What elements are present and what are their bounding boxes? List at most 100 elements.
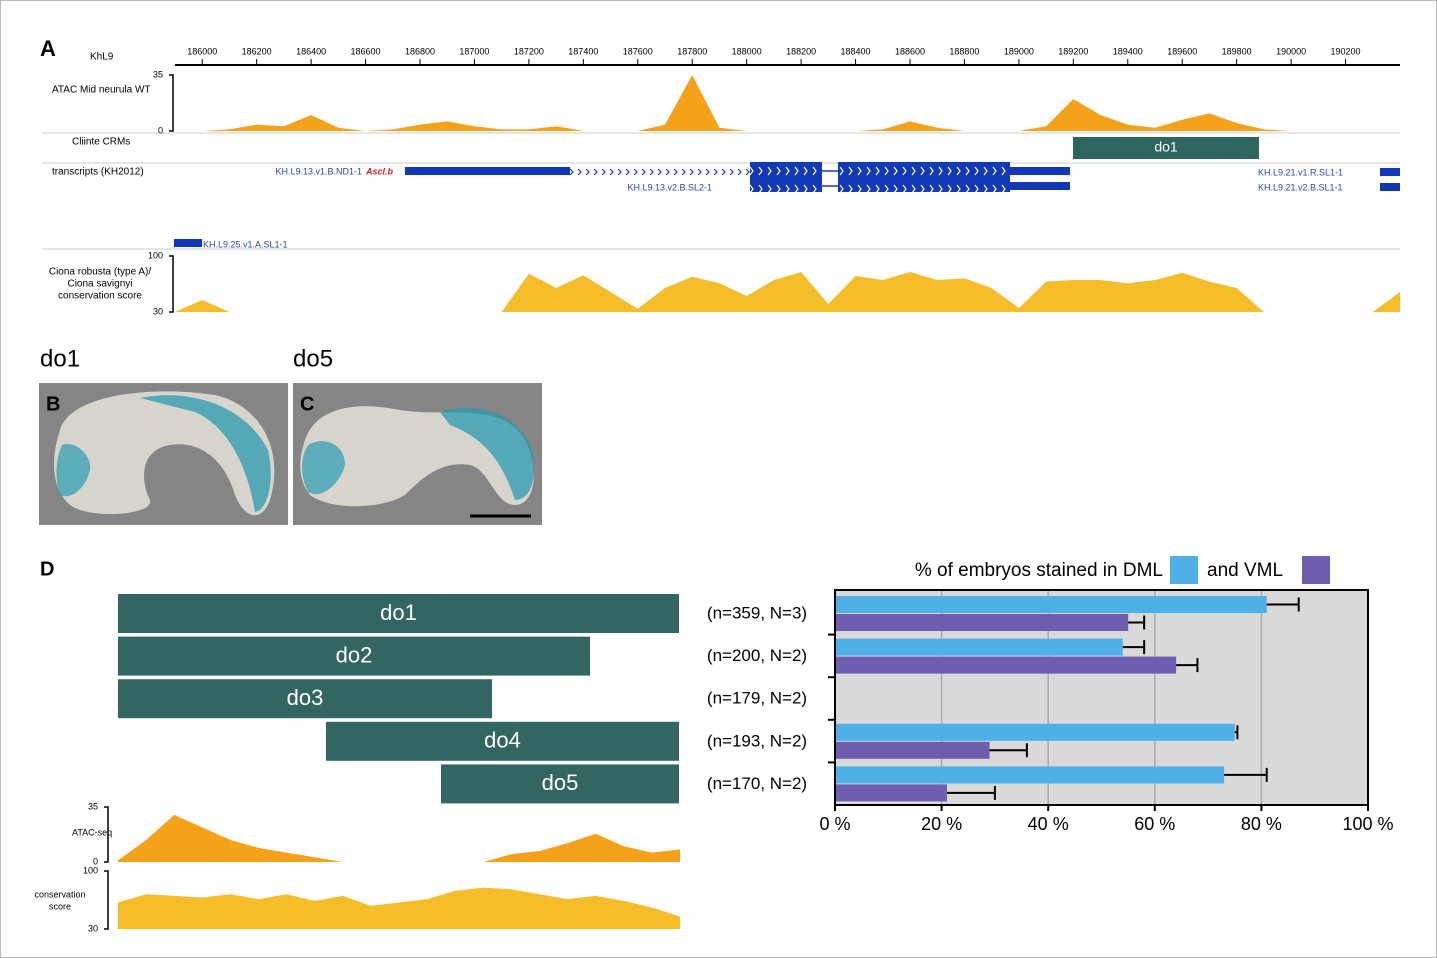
x-tick-label: 40 %: [1028, 814, 1069, 834]
signal-track: [175, 272, 1400, 312]
x-tick-label: 189400: [1113, 46, 1143, 56]
x-tick-label: 189600: [1167, 46, 1197, 56]
exon: [174, 239, 202, 247]
transcript-label: KH.L9.13.v2.B.SL2-1: [627, 182, 712, 192]
x-tick-label: 190000: [1276, 46, 1306, 56]
x-tick-label: 187400: [568, 46, 598, 56]
track-label: conservation: [34, 889, 85, 899]
x-tick-label: 0 %: [819, 814, 850, 834]
legend-swatch: [1170, 556, 1198, 584]
image-title: do1: [40, 345, 80, 372]
track-label: Ciona savignyi: [67, 279, 132, 290]
x-tick-label: 80 %: [1241, 814, 1282, 834]
crm-label: do1: [1154, 139, 1178, 155]
bar: [835, 766, 1224, 783]
y-tick-label: 30: [153, 306, 163, 316]
x-tick-label: 187800: [677, 46, 707, 56]
track-label: ATAC-seq: [72, 827, 112, 837]
panel-label: A: [40, 36, 56, 61]
construct-label: do3: [287, 685, 324, 710]
x-tick-label: 188600: [895, 46, 925, 56]
sample-size: (n=200, N=2): [707, 646, 807, 665]
bar: [835, 724, 1235, 741]
gene-label: Ascl.b: [365, 166, 394, 176]
chromosome: KhL9: [90, 52, 114, 63]
exon: [838, 162, 1010, 180]
x-tick-label: 100 %: [1342, 814, 1393, 834]
track-label: conservation score: [58, 291, 142, 302]
exon: [1010, 167, 1070, 175]
exon: [750, 162, 822, 180]
x-tick-label: 186800: [405, 46, 435, 56]
axis-bracket: [169, 256, 173, 312]
x-tick-label: 188800: [949, 46, 979, 56]
image-title: do5: [293, 345, 333, 372]
track-label: ATAC Mid neurula WT: [52, 85, 151, 96]
x-tick-label: 187600: [623, 46, 653, 56]
sample-size: (n=193, N=2): [707, 731, 807, 750]
axis-bracket: [104, 871, 108, 929]
signal-track: [175, 75, 1400, 131]
transcript-label: KH.L9.13.v1.B.ND1-1: [275, 166, 362, 176]
x-tick-label: 189800: [1222, 46, 1252, 56]
y-tick-label: 100: [148, 250, 163, 260]
bar: [835, 657, 1176, 674]
y-tick-label: 30: [88, 923, 98, 933]
exon: [405, 167, 570, 175]
sample-size: (n=359, N=3): [707, 603, 807, 622]
micrograph: B: [39, 383, 288, 525]
bar: [835, 784, 947, 801]
exon: [1380, 183, 1400, 191]
transcript-label: KH.L9.25.v1.A.SL1-1: [203, 239, 288, 249]
legend-label: and VML: [1207, 560, 1283, 581]
y-tick-label: 0: [158, 125, 163, 135]
signal-track: [118, 815, 680, 862]
exon: [750, 180, 822, 192]
legend-swatch: [1302, 556, 1330, 584]
x-tick-label: 187200: [514, 46, 544, 56]
construct-label: do5: [542, 770, 579, 795]
construct-label: do2: [336, 642, 373, 667]
x-tick-label: 188000: [732, 46, 762, 56]
panel-label: D: [40, 558, 54, 580]
x-tick-label: 186000: [187, 46, 217, 56]
bar: [835, 742, 990, 759]
x-tick-label: 188200: [786, 46, 816, 56]
track-label: transcripts (KH2012): [52, 167, 144, 178]
x-tick-label: 189000: [1004, 46, 1034, 56]
track-label: Ciona robusta (type A)/: [49, 267, 151, 278]
x-tick-label: 188400: [841, 46, 871, 56]
construct-label: do4: [484, 728, 521, 753]
y-tick-label: 100: [83, 865, 98, 875]
sample-size: (n=170, N=2): [707, 774, 807, 793]
figure: A KhL9 ATAC Mid neurula WT Cliinte CRMs …: [0, 0, 1437, 958]
x-tick-label: 190200: [1331, 46, 1361, 56]
panel-label: B: [46, 393, 60, 415]
signal-track: [118, 888, 680, 929]
sample-size: (n=179, N=2): [707, 689, 807, 708]
transcript-label: KH.L9.21.v2.B.SL1-1: [1258, 182, 1343, 192]
construct-label: do1: [380, 600, 417, 625]
track-label: Cliinte CRMs: [72, 137, 130, 148]
x-tick-label: 186400: [296, 46, 326, 56]
micrograph: C: [293, 383, 542, 525]
track-label: score: [49, 901, 71, 911]
bar: [835, 596, 1267, 613]
x-tick-label: 186600: [351, 46, 381, 56]
exon: [1380, 168, 1400, 176]
intron: [570, 167, 750, 175]
bar: [835, 639, 1123, 656]
axis-bracket: [169, 75, 173, 131]
exon: [1010, 182, 1070, 190]
exon: [838, 180, 1010, 192]
bar: [835, 614, 1128, 631]
y-tick-label: 35: [153, 69, 163, 79]
x-tick-label: 60 %: [1134, 814, 1175, 834]
x-tick-label: 189200: [1058, 46, 1088, 56]
legend-label: % of embryos stained in DML: [915, 560, 1163, 581]
panel-label: C: [300, 393, 314, 415]
x-tick-label: 187000: [459, 46, 489, 56]
transcript-label: KH.L9.21.v1.R.SL1-1: [1258, 167, 1343, 177]
x-tick-label: 20 %: [921, 814, 962, 834]
x-tick-label: 186200: [242, 46, 272, 56]
